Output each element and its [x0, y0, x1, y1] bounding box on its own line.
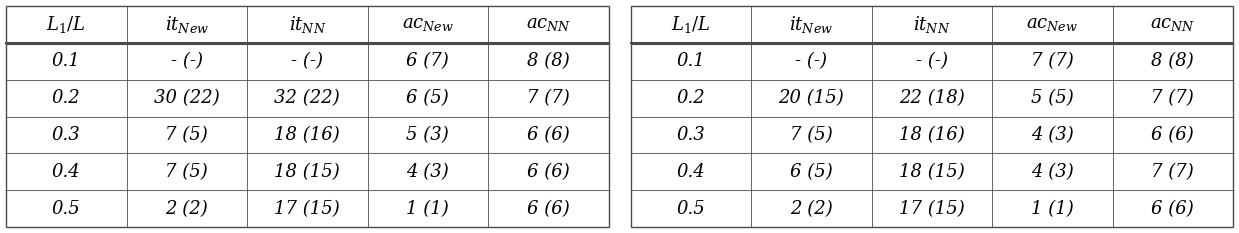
Text: - (-): - (-) — [291, 52, 323, 70]
Text: 18 (16): 18 (16) — [898, 126, 965, 144]
Text: 20 (15): 20 (15) — [778, 89, 844, 107]
Text: 6 (6): 6 (6) — [527, 163, 570, 181]
Text: $ac_{NN}$: $ac_{NN}$ — [1150, 15, 1196, 33]
Text: 7 (7): 7 (7) — [1151, 163, 1194, 181]
Text: 0.1: 0.1 — [676, 52, 705, 70]
Text: 7 (7): 7 (7) — [527, 89, 570, 107]
Text: - (-): - (-) — [171, 52, 203, 70]
Text: 4 (3): 4 (3) — [1031, 126, 1074, 144]
Text: $it_{New}$: $it_{New}$ — [789, 14, 834, 35]
Text: 0.5: 0.5 — [52, 200, 81, 218]
Text: 32 (22): 32 (22) — [274, 89, 341, 107]
Text: 0.4: 0.4 — [52, 163, 81, 181]
Text: 18 (16): 18 (16) — [274, 126, 341, 144]
Text: $ac_{New}$: $ac_{New}$ — [1026, 15, 1078, 33]
Text: $ac_{NN}$: $ac_{NN}$ — [525, 15, 571, 33]
Text: $it_{New}$: $it_{New}$ — [165, 14, 208, 35]
Text: $L_1/L$: $L_1/L$ — [46, 14, 85, 35]
Text: 0.2: 0.2 — [676, 89, 705, 107]
Text: 18 (15): 18 (15) — [274, 163, 341, 181]
Bar — [631, 6, 1233, 227]
Text: 4 (3): 4 (3) — [406, 163, 449, 181]
Text: 6 (5): 6 (5) — [406, 89, 449, 107]
Text: $it_{NN}$: $it_{NN}$ — [913, 14, 950, 35]
Text: 7 (5): 7 (5) — [165, 126, 208, 144]
Text: - (-): - (-) — [916, 52, 948, 70]
Text: 17 (15): 17 (15) — [898, 200, 965, 218]
Text: 6 (6): 6 (6) — [1151, 126, 1194, 144]
Text: 0.1: 0.1 — [52, 52, 81, 70]
Text: 2 (2): 2 (2) — [165, 200, 208, 218]
Text: 6 (6): 6 (6) — [527, 200, 570, 218]
Text: 6 (6): 6 (6) — [1151, 200, 1194, 218]
Text: 6 (7): 6 (7) — [406, 52, 449, 70]
Text: 5 (3): 5 (3) — [406, 126, 449, 144]
Text: 2 (2): 2 (2) — [790, 200, 833, 218]
Text: 0.5: 0.5 — [676, 200, 705, 218]
Text: 22 (18): 22 (18) — [898, 89, 965, 107]
Text: 6 (5): 6 (5) — [790, 163, 833, 181]
Text: 30 (22): 30 (22) — [154, 89, 219, 107]
Text: 17 (15): 17 (15) — [274, 200, 341, 218]
Text: 1 (1): 1 (1) — [1031, 200, 1074, 218]
Text: $it_{NN}$: $it_{NN}$ — [289, 14, 326, 35]
Text: 18 (15): 18 (15) — [898, 163, 965, 181]
Text: 7 (7): 7 (7) — [1151, 89, 1194, 107]
Text: 8 (8): 8 (8) — [1151, 52, 1194, 70]
Text: $ac_{New}$: $ac_{New}$ — [401, 15, 453, 33]
Text: $L_1/L$: $L_1/L$ — [670, 14, 711, 35]
Text: 4 (3): 4 (3) — [1031, 163, 1074, 181]
Text: - (-): - (-) — [795, 52, 828, 70]
Text: 5 (5): 5 (5) — [1031, 89, 1074, 107]
Text: 7 (5): 7 (5) — [790, 126, 833, 144]
Text: 0.3: 0.3 — [52, 126, 81, 144]
Bar — [6, 6, 608, 227]
Text: 7 (5): 7 (5) — [165, 163, 208, 181]
Text: 0.4: 0.4 — [676, 163, 705, 181]
Text: 1 (1): 1 (1) — [406, 200, 449, 218]
Text: 6 (6): 6 (6) — [527, 126, 570, 144]
Text: 8 (8): 8 (8) — [527, 52, 570, 70]
Text: 0.3: 0.3 — [676, 126, 705, 144]
Text: 7 (7): 7 (7) — [1031, 52, 1074, 70]
Text: 0.2: 0.2 — [52, 89, 81, 107]
